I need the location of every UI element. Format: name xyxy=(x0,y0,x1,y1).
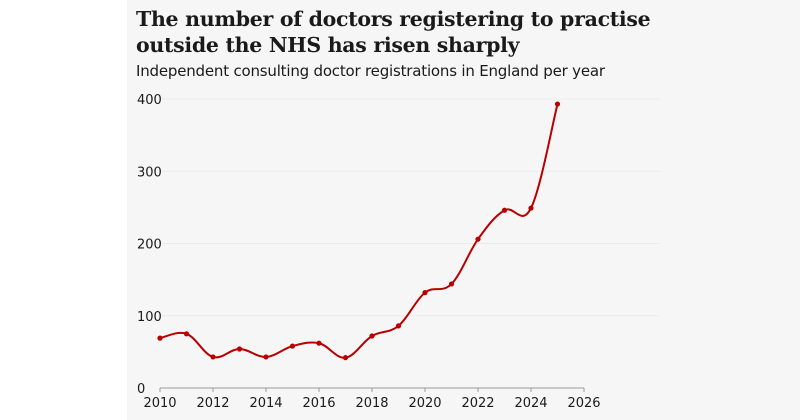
data-point xyxy=(342,355,349,361)
data-point xyxy=(448,281,455,287)
data-point xyxy=(554,101,561,107)
x-tick-label: 2014 xyxy=(249,396,282,411)
data-point xyxy=(501,207,508,213)
data-point xyxy=(316,340,322,346)
series-line xyxy=(159,103,559,359)
data-point xyxy=(289,343,296,349)
data-point xyxy=(263,354,269,360)
y-tick-label: 200 xyxy=(137,238,162,253)
x-tick-label: 2024 xyxy=(514,396,547,411)
x-tick-label: 2010 xyxy=(143,396,176,411)
y-tick-label: 100 xyxy=(137,310,162,325)
y-tick-label: 300 xyxy=(137,165,162,180)
chart-title: The number of doctors registering to pra… xyxy=(136,7,651,57)
data-point xyxy=(183,331,190,337)
y-axis-ticks: 0 100 200 300 400 xyxy=(137,93,162,397)
left-margin xyxy=(0,0,127,420)
chart-subtitle: Independent consulting doctor registrati… xyxy=(136,62,605,80)
data-point xyxy=(210,354,216,360)
y-tick-label: 400 xyxy=(137,93,162,108)
series-layer xyxy=(157,101,561,361)
x-tick-label: 2020 xyxy=(408,396,441,411)
data-point xyxy=(236,346,243,352)
x-tick-label: 2012 xyxy=(196,396,229,411)
data-point xyxy=(157,335,163,341)
y-tick-label: 0 xyxy=(137,382,145,397)
data-point xyxy=(528,205,534,211)
data-point xyxy=(475,236,481,242)
x-tick-label: 2022 xyxy=(461,396,494,411)
x-tick-label: 2018 xyxy=(355,396,388,411)
x-tick-label: 2016 xyxy=(302,396,335,411)
data-point xyxy=(422,290,428,296)
x-tick-label: 2026 xyxy=(567,396,600,411)
data-point xyxy=(395,323,402,329)
data-point xyxy=(369,333,375,339)
x-axis: 2010 2012 2014 2016 2018 2020 2022 2024 2026 xyxy=(143,387,601,411)
gridlines xyxy=(160,98,660,317)
